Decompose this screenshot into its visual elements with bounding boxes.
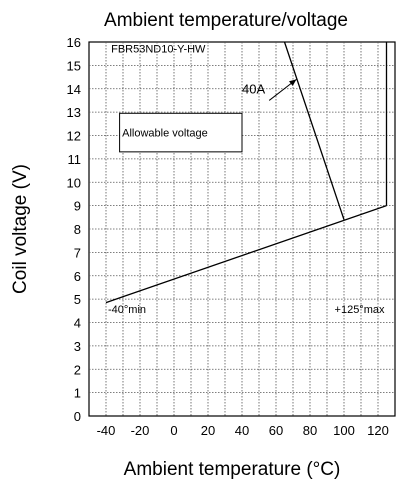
chart-title: Ambient temperature/voltage [104,10,348,31]
y-axis-label: Coil voltage (V) [10,164,31,294]
x-tick-label: 60 [269,423,283,438]
x-tick-label: -40 [97,423,116,438]
x-tick-label: 100 [333,423,355,438]
y-tick-label: 5 [74,292,81,307]
current-40a-arrowhead [289,79,297,87]
x-tick-label: 0 [170,423,177,438]
y-tick-label: 7 [74,245,81,260]
y-tick-label: 0 [74,409,81,424]
y-tick-label: 4 [74,316,81,331]
allowable-voltage-label: Allowable voltage [122,128,208,140]
y-tick-label: 8 [74,222,81,237]
x-tick-label: 40 [235,423,249,438]
y-tick-label: 16 [67,35,81,50]
current-40a-label: 40A [242,81,265,96]
y-tick-label: 11 [68,152,82,167]
max-temp-label: +125°max [335,304,385,316]
y-tick-label: 1 [74,386,81,401]
y-tick-label: 3 [74,339,81,354]
y-tick-label: 10 [67,175,81,190]
y-tick-label: 14 [67,82,81,97]
series-line-0 [105,204,387,304]
series-lines [105,41,388,304]
y-tick-label: 13 [67,105,81,120]
y-tick-label: 12 [67,129,81,144]
x-tick-label: 20 [201,423,215,438]
series-line-1 [283,41,345,220]
gridlines [89,42,395,416]
y-tick-label: 2 [74,362,81,377]
x-tick-label: -20 [131,423,150,438]
allowable-voltage-box [119,112,243,153]
y-tick-label: 6 [74,269,81,284]
x-axis-label: Ambient temperature (°C) [124,459,341,480]
x-tick-label: 120 [367,423,389,438]
model-annotation: FBR53ND10-Y-HW [111,44,206,56]
x-tick-label: 80 [303,423,317,438]
y-tick-label: 9 [74,199,81,214]
min-temp-label: -40°min [108,304,146,316]
x-axis-ticks: -40 -20 0 20 40 60 80 100 120 [97,423,389,438]
y-tick-label: 15 [67,58,81,73]
